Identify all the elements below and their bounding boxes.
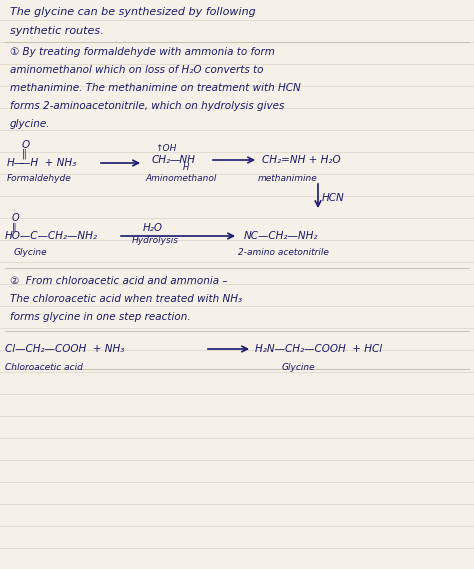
Text: —H  + NH₃: —H + NH₃ [20,158,76,168]
Text: forms 2-aminoacetonitrile, which on hydrolysis gives: forms 2-aminoacetonitrile, which on hydr… [10,101,284,111]
Text: ②  From chloroacetic acid and ammonia –: ② From chloroacetic acid and ammonia – [10,276,228,286]
Text: Chloroacetic acid: Chloroacetic acid [5,362,83,372]
Text: Glycine: Glycine [282,362,316,372]
Text: forms glycine in one step reaction.: forms glycine in one step reaction. [10,312,191,322]
Text: aminomethanol which on loss of H₂O converts to: aminomethanol which on loss of H₂O conve… [10,65,264,75]
Text: Cl—CH₂—COOH  + NH₃: Cl—CH₂—COOH + NH₃ [5,344,124,354]
Text: The chloroacetic acid when treated with NH₃: The chloroacetic acid when treated with … [10,294,242,304]
Text: HCN: HCN [322,193,345,203]
Text: methanimine: methanimine [258,174,318,183]
Text: Formaldehyde: Formaldehyde [7,174,72,183]
Text: HO—C—CH₂—NH₂: HO—C—CH₂—NH₂ [5,231,98,241]
Text: ↑OH: ↑OH [155,143,176,152]
Text: Hydrolysis: Hydrolysis [132,236,179,245]
Text: O: O [22,140,30,150]
Text: —NH: —NH [170,155,196,165]
Text: O: O [12,213,19,223]
Text: 2-amino acetonitrile: 2-amino acetonitrile [238,248,329,257]
Text: NC—CH₂—NH₂: NC—CH₂—NH₂ [244,231,319,241]
Text: The glycine can be synthesized by following: The glycine can be synthesized by follow… [10,7,256,17]
Text: CH₂: CH₂ [152,155,171,165]
Text: H₂O: H₂O [143,223,163,233]
Text: synthetic routes.: synthetic routes. [10,26,104,36]
Text: CH₂=NH + H₂O: CH₂=NH + H₂O [262,155,341,165]
Text: methanimine. The methanimine on treatment with HCN: methanimine. The methanimine on treatmen… [10,83,301,93]
Text: H₂N—CH₂—COOH  + HCl: H₂N—CH₂—COOH + HCl [255,344,382,354]
Text: H: H [183,163,189,171]
Text: Glycine: Glycine [14,248,47,257]
Text: H—: H— [7,158,25,168]
Text: ‖: ‖ [22,149,27,159]
Text: Aminomethanol: Aminomethanol [145,174,216,183]
Text: ① By treating formaldehyde with ammonia to form: ① By treating formaldehyde with ammonia … [10,47,275,57]
Text: ‖: ‖ [12,222,17,232]
Text: glycine.: glycine. [10,119,51,129]
